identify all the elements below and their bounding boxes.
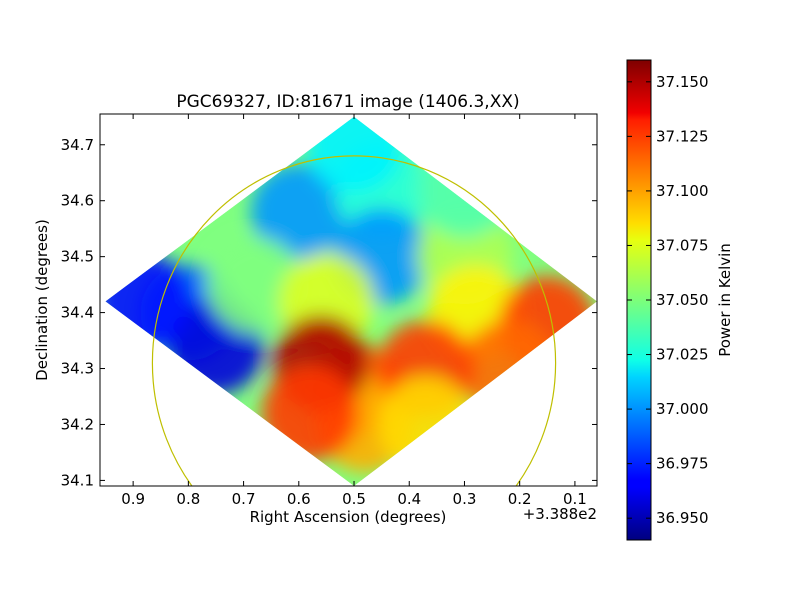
x-tick-label: 0.9 xyxy=(121,490,145,508)
x-tick-label: 0.5 xyxy=(342,490,366,508)
heatmap-region xyxy=(460,320,557,417)
colorbar-tick-label: 37.075 xyxy=(656,236,709,254)
colorbar-tick-label: 37.150 xyxy=(656,73,709,91)
colorbar-tick-label: 37.000 xyxy=(656,400,709,418)
colorbar-tick-label: 36.975 xyxy=(656,455,709,473)
y-tick-label: 34.7 xyxy=(61,136,94,154)
y-tick-label: 34.1 xyxy=(61,471,94,489)
y-axis-label: Declination (degrees) xyxy=(33,219,51,381)
heatmap-region xyxy=(105,253,193,350)
colorbar-tick-label: 36.950 xyxy=(656,509,709,527)
beam-circle xyxy=(151,155,557,486)
y-tick-label: 34.3 xyxy=(61,360,94,378)
colorbar-axis: 36.950 36.975 37.000 37.025 37.050 37.075 37.1… xyxy=(627,73,709,527)
x-tick-label: 0.1 xyxy=(563,490,587,508)
x-tick-label: 0.8 xyxy=(176,490,200,508)
heatmap-region xyxy=(261,365,358,462)
heatmap-region xyxy=(206,236,303,333)
x-axis: 0.9 0.8 0.7 0.6 0.5 0.4 0.3 0.2 0.1 xyxy=(121,114,587,508)
colorbar-label: Power in Kelvin xyxy=(716,243,734,357)
y-tick-label: 34.2 xyxy=(61,415,94,433)
x-tick-label: 0.3 xyxy=(453,490,477,508)
y-axis: 34.1 34.2 34.3 34.4 34.5 34.6 34.7 xyxy=(61,136,597,489)
chart-title: PGC69327, ID:81671 image (1406.3,XX) xyxy=(176,92,519,112)
x-axis-offset: +3.388e2 xyxy=(523,505,597,523)
colorbar-tick-label: 37.050 xyxy=(656,291,709,309)
colorbar-tick-label: 37.100 xyxy=(656,182,709,200)
x-tick-label: 0.4 xyxy=(397,490,421,508)
colorbar-tick-label: 37.125 xyxy=(656,127,709,145)
colorbar-tick-label: 37.025 xyxy=(656,346,709,364)
heatmap-region xyxy=(250,163,347,260)
heatmap-region xyxy=(377,376,474,473)
x-tick-label: 0.6 xyxy=(287,490,311,508)
x-tick-label: 0.7 xyxy=(232,490,256,508)
x-tick-label: 0.2 xyxy=(508,490,532,508)
y-tick-label: 34.5 xyxy=(61,248,94,266)
plot-frame xyxy=(99,113,598,487)
y-tick-label: 34.6 xyxy=(61,192,94,210)
heatmap xyxy=(105,116,597,487)
y-tick-label: 34.4 xyxy=(61,304,94,322)
x-axis-label: Right Ascension (degrees) xyxy=(250,508,447,526)
